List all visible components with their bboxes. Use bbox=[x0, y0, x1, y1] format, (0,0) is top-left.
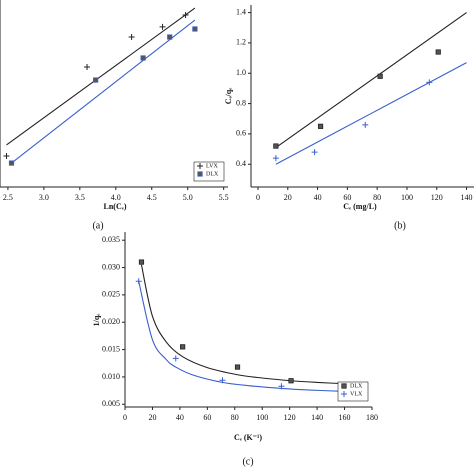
x-tick-label: 5.0 bbox=[183, 193, 193, 202]
legend-label: VLX bbox=[350, 391, 363, 397]
x-tick-label: 40 bbox=[176, 413, 184, 422]
x-tick-label: 20 bbox=[148, 413, 156, 422]
fit-line bbox=[275, 12, 467, 149]
caption: (a) bbox=[92, 220, 103, 231]
data-point bbox=[140, 55, 146, 61]
data-point bbox=[234, 364, 241, 370]
legend-marker bbox=[197, 163, 203, 169]
x-tick-label: 3.0 bbox=[39, 193, 49, 202]
x-axis-title: Ln(Cₑ) bbox=[104, 202, 127, 211]
data-point bbox=[192, 26, 198, 32]
x-tick-label: 60 bbox=[343, 193, 351, 202]
x-tick-label: 120 bbox=[431, 193, 443, 202]
y-tick-label: 0.4 bbox=[236, 159, 246, 168]
y-tick-label: 0.035 bbox=[102, 235, 120, 244]
x-tick-label: 4.5 bbox=[147, 193, 157, 202]
y-axis-title: 1/qₑ bbox=[92, 314, 101, 327]
data-point bbox=[172, 355, 179, 362]
data-point bbox=[84, 63, 91, 70]
data-point bbox=[426, 79, 433, 86]
x-tick-label: 3.5 bbox=[75, 193, 85, 202]
y-tick-label: 0.020 bbox=[102, 317, 120, 326]
data-point bbox=[180, 344, 186, 350]
x-tick-label: 4.0 bbox=[111, 193, 121, 202]
x-tick-label: 20 bbox=[284, 193, 292, 202]
caption: (b) bbox=[394, 220, 406, 231]
data-point bbox=[159, 23, 166, 30]
x-tick-label: 120 bbox=[284, 413, 296, 422]
data-point bbox=[317, 123, 324, 129]
data-point bbox=[288, 378, 294, 384]
x-tick-label: 60 bbox=[203, 413, 211, 422]
data-point bbox=[167, 34, 173, 40]
caption: (c) bbox=[242, 456, 253, 467]
x-tick-label: 100 bbox=[256, 413, 268, 422]
data-point bbox=[128, 34, 135, 41]
data-point bbox=[435, 49, 441, 55]
data-point bbox=[8, 160, 15, 166]
y-tick-label: 0.8 bbox=[236, 98, 246, 107]
legend-label: LVX bbox=[206, 163, 218, 169]
x-axis-title: Cₑ (mg/L) bbox=[343, 202, 377, 211]
y-tick-label: 0.6 bbox=[236, 129, 246, 138]
x-tick-label: 2.5 bbox=[3, 193, 13, 202]
y-tick-label: 0.005 bbox=[102, 399, 120, 408]
x-tick-label: 80 bbox=[373, 193, 381, 202]
x-axis-title: Cₑ (K⁻¹) bbox=[234, 433, 262, 442]
x-tick-label: 160 bbox=[339, 413, 351, 422]
x-tick-label: 40 bbox=[314, 193, 322, 202]
fit-line bbox=[275, 62, 467, 165]
y-axis-title: Cₑ/qₑ bbox=[224, 88, 233, 105]
fit-line bbox=[140, 264, 352, 385]
legend-marker bbox=[341, 391, 347, 397]
data-point bbox=[3, 152, 10, 159]
data-point bbox=[219, 377, 226, 384]
x-tick-label: 0 bbox=[256, 193, 260, 202]
y-tick-label: 0.030 bbox=[102, 262, 120, 271]
data-point bbox=[362, 121, 369, 128]
x-tick-label: 180 bbox=[366, 413, 378, 422]
y-tick-label: 1.2 bbox=[236, 38, 246, 47]
legend-marker bbox=[197, 171, 203, 177]
data-point bbox=[311, 149, 318, 156]
data-point bbox=[182, 11, 189, 18]
y-tick-label: 0.025 bbox=[102, 290, 120, 299]
data-point bbox=[138, 259, 145, 265]
data-point bbox=[278, 383, 285, 390]
y-tick-label: 1.4 bbox=[236, 7, 246, 16]
fit-line bbox=[6, 7, 196, 146]
legend-label: DLX bbox=[350, 383, 363, 389]
x-tick-label: 100 bbox=[401, 193, 413, 202]
y-tick-label: 1.0 bbox=[236, 68, 246, 77]
x-tick-label: 0 bbox=[123, 413, 127, 422]
legend-label: DLX bbox=[206, 171, 219, 177]
y-tick-label: 0.015 bbox=[102, 344, 120, 353]
fit-line bbox=[11, 19, 196, 164]
y-tick-label: 0.010 bbox=[102, 372, 120, 381]
fit-line bbox=[138, 281, 340, 392]
data-point bbox=[273, 143, 279, 149]
x-tick-label: 80 bbox=[231, 413, 239, 422]
legend-marker bbox=[341, 383, 347, 389]
data-point bbox=[272, 155, 279, 162]
data-point bbox=[377, 73, 383, 79]
x-tick-label: 140 bbox=[461, 193, 473, 202]
x-tick-label: 140 bbox=[311, 413, 323, 422]
data-point bbox=[93, 77, 99, 83]
x-tick-label: 5.5 bbox=[219, 193, 229, 202]
data-point bbox=[135, 278, 142, 285]
